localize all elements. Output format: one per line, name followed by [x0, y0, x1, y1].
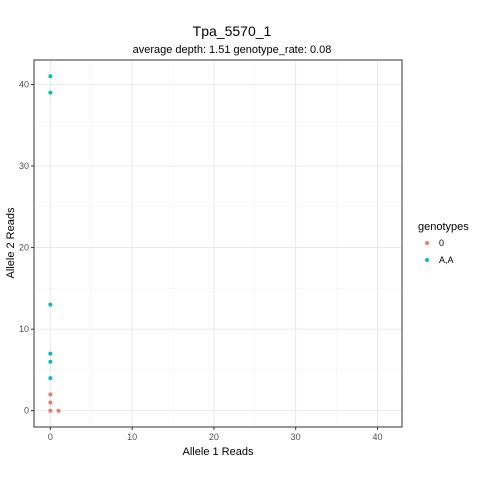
y-tick-label: 0	[24, 406, 29, 416]
y-tick-label: 30	[19, 161, 29, 171]
data-point	[48, 302, 53, 307]
legend-items: 0 A,A	[425, 238, 454, 265]
data-point	[48, 359, 53, 364]
data-point	[56, 408, 61, 413]
y-tick-label: 20	[19, 243, 29, 253]
x-tick-label: 20	[209, 432, 219, 442]
data-point	[48, 90, 53, 95]
chart-title: Tpa_5570_1	[193, 23, 272, 39]
legend-label: 0	[439, 238, 444, 248]
x-axis-title: Allele 1 Reads	[183, 446, 254, 458]
y-axis-title: Allele 2 Reads	[5, 207, 17, 278]
y-tick-label: 40	[19, 79, 29, 89]
y-tick-label: 10	[19, 324, 29, 334]
grid	[34, 60, 402, 427]
data-point	[48, 408, 53, 413]
axis-ticks: 0 10 20 30 40 0 10 20 30 40	[19, 79, 382, 442]
x-tick-label: 30	[291, 432, 301, 442]
data-points	[48, 74, 61, 413]
plot-panel-border	[33, 59, 403, 428]
data-point	[48, 74, 53, 79]
legend-title: genotypes	[418, 221, 469, 233]
x-tick-label: 40	[372, 432, 382, 442]
legend-key	[425, 258, 429, 262]
data-point	[48, 376, 53, 381]
x-tick-label: 10	[127, 432, 137, 442]
data-point	[48, 392, 53, 397]
legend-key	[425, 241, 429, 245]
legend-label: A,A	[439, 255, 454, 265]
data-point	[48, 400, 53, 405]
chart-subtitle: average depth: 1.51 genotype_rate: 0.08	[133, 44, 332, 56]
data-point	[48, 351, 53, 356]
legend: genotypes 0 A,A	[418, 221, 469, 265]
x-tick-label: 0	[48, 432, 53, 442]
